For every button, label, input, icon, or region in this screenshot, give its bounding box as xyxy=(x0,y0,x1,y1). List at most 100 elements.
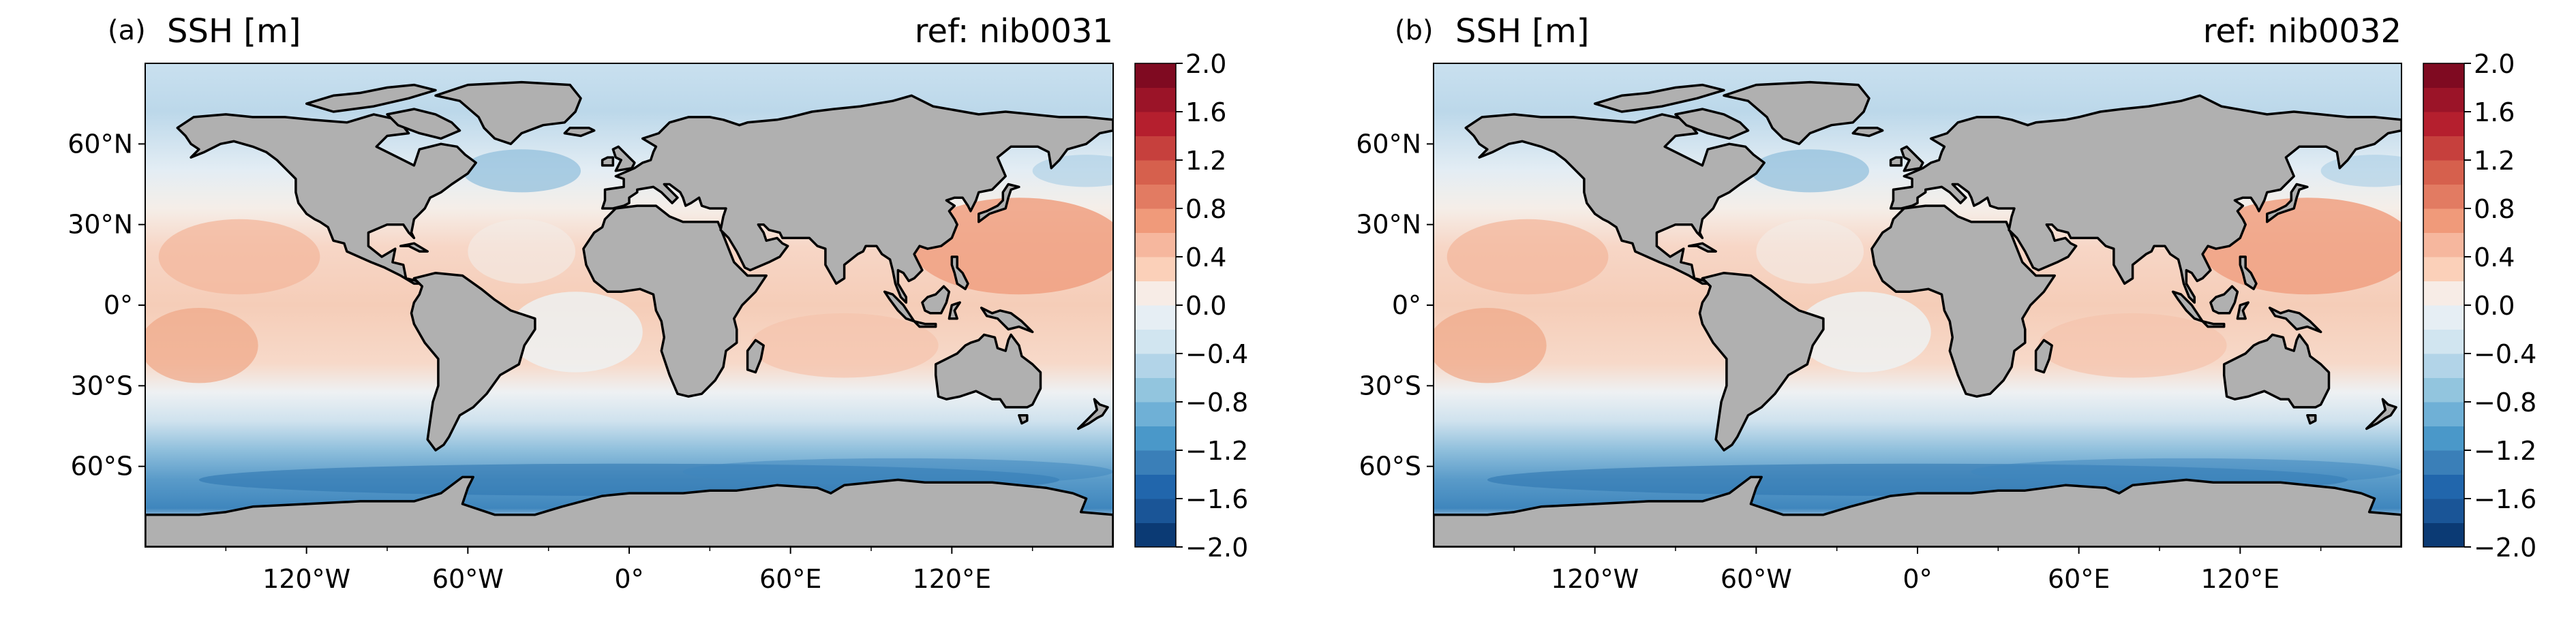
colorbar-level xyxy=(1135,136,1176,161)
colorbar-level xyxy=(1135,160,1176,185)
land-philippines xyxy=(2239,255,2258,291)
land-java xyxy=(913,319,937,328)
map-panel-b: 60°N 30°N 0° 30°S 60°S 120°W 60°W 0° 60°E 120°E (b… xyxy=(1356,12,2536,594)
land-britain xyxy=(611,145,636,172)
colorbar-tick-label: −2.0 xyxy=(2474,533,2536,563)
land-new-zealand xyxy=(2365,398,2397,430)
land-south-america xyxy=(410,271,536,452)
land-sulawesi xyxy=(2236,301,2249,320)
ssh-anomaly-patch xyxy=(1971,458,2401,486)
colorbar-level xyxy=(1135,499,1176,523)
land-canadian-arctic xyxy=(305,83,437,113)
ssh-anomaly-patch xyxy=(1032,155,1113,187)
land-cuba xyxy=(1687,242,1717,253)
colorbar-level xyxy=(2423,329,2464,354)
colorbar: 2.0 1.6 1.2 0.8 0.4 0.0 −0.4 −0.8 −1.2 −1.6 −2.0 xyxy=(2423,49,2536,563)
lat-tick-label: 0° xyxy=(1392,290,1421,320)
land-britain xyxy=(1900,145,1924,172)
colorbar-tick-label: −0.4 xyxy=(2474,339,2536,369)
land-new-guinea xyxy=(2268,307,2322,334)
ssh-anomaly-patch xyxy=(750,313,939,378)
colorbar-tick-label: 1.6 xyxy=(1185,97,1226,127)
ssh-anomaly-patch xyxy=(145,307,258,383)
lon-tick-label: 120°W xyxy=(262,564,350,594)
colorbar-level xyxy=(1135,112,1176,136)
lon-tick-label: 0° xyxy=(614,564,643,594)
land-north-america xyxy=(1464,113,1766,285)
land-australia xyxy=(2222,333,2331,409)
lon-tick-label: 60°E xyxy=(759,564,821,594)
lon-tick-label: 60°W xyxy=(432,564,504,594)
colorbar-tick-label: −0.8 xyxy=(1185,388,1248,418)
colorbar-level xyxy=(2423,87,2464,112)
lat-tick-label: 60°N xyxy=(1356,129,1421,159)
colorbar-level xyxy=(1135,184,1176,209)
lat-tick-label: 60°N xyxy=(67,129,133,159)
ssh-anomaly-patch xyxy=(462,149,581,193)
land-africa xyxy=(1870,204,2056,398)
land-iceland xyxy=(1851,126,1884,138)
colorbar-tick-label: −0.8 xyxy=(2474,388,2536,418)
land-cuba xyxy=(399,242,429,253)
lon-tick-label: 60°W xyxy=(1721,564,1792,594)
colorbar-tick-label: −1.2 xyxy=(1185,436,1248,466)
colorbar-level xyxy=(2423,160,2464,185)
lat-tick-label: 0° xyxy=(104,290,133,320)
lon-tick-label: 0° xyxy=(1903,564,1932,594)
colorbar-level xyxy=(2423,354,2464,378)
panel-title: SSH [m] xyxy=(167,12,301,50)
colorbar: 2.0 1.6 1.2 0.8 0.4 0.0 −0.4 −0.8 −1.2 −1.6 −2.0 xyxy=(1134,49,1248,563)
lon-tick-label: 60°E xyxy=(2048,564,2110,594)
colorbar-tick-label: 1.2 xyxy=(1185,146,1226,176)
colorbar-level xyxy=(1135,281,1176,306)
colorbar-level xyxy=(2423,136,2464,161)
land-tasmania xyxy=(1018,413,1029,425)
colorbar-level xyxy=(2423,305,2464,330)
colorbar-level xyxy=(2423,232,2464,257)
lon-tick-label: 120°W xyxy=(1551,564,1639,594)
ssh-anomaly-patch xyxy=(682,458,1113,486)
ssh-anomaly-patch xyxy=(1434,307,1547,383)
colorbar-level xyxy=(2423,112,2464,136)
colorbar-tick-label: −0.4 xyxy=(1185,339,1248,369)
ref-label: ref: nib0031 xyxy=(915,12,1113,50)
ssh-anomaly-patch xyxy=(2038,313,2227,378)
colorbar-level xyxy=(2423,522,2464,548)
colorbar-tick-label: 0.0 xyxy=(2474,291,2515,321)
colorbar-level xyxy=(2423,63,2464,88)
land-madagascar xyxy=(2034,339,2053,374)
colorbar-level xyxy=(2423,281,2464,306)
colorbar-level xyxy=(2423,450,2464,475)
land-eurasia xyxy=(601,94,1113,304)
colorbar-level xyxy=(1135,305,1176,330)
colorbar-tick-label: 0.0 xyxy=(1185,291,1226,321)
land-madagascar xyxy=(746,339,765,374)
colorbar-level xyxy=(1135,87,1176,112)
colorbar-level xyxy=(2423,184,2464,209)
colorbar-level xyxy=(1135,522,1176,548)
colorbar-level xyxy=(1135,208,1176,233)
ssh-anomaly-patch xyxy=(1796,292,1931,373)
land-java xyxy=(2201,319,2226,328)
colorbar-tick-label: −1.6 xyxy=(1185,484,1248,514)
land-canadian-arctic xyxy=(1593,83,1725,113)
panel-label: (a) xyxy=(108,15,146,46)
ssh-anomaly-patch xyxy=(468,219,576,284)
colorbar-level xyxy=(1135,329,1176,354)
land-ireland xyxy=(601,156,615,167)
colorbar-tick-label: 1.2 xyxy=(2474,146,2515,176)
land-antarctica xyxy=(1434,475,2401,547)
colorbar-level xyxy=(2423,499,2464,523)
land-philippines xyxy=(950,255,969,291)
lon-tick-label: 120°E xyxy=(2201,564,2280,594)
ssh-anomaly-patch xyxy=(1756,219,1864,284)
land-borneo xyxy=(2209,285,2239,315)
ssh-anomaly-patch xyxy=(2200,198,2401,295)
colorbar-tick-label: −1.6 xyxy=(2474,484,2536,514)
ssh-anomaly-patch xyxy=(508,292,643,373)
land-japan xyxy=(978,183,1020,223)
lat-tick-label: 30°N xyxy=(67,210,133,240)
lat-tick-label: 60°S xyxy=(1359,452,1421,482)
land-south-america xyxy=(1698,271,1825,452)
